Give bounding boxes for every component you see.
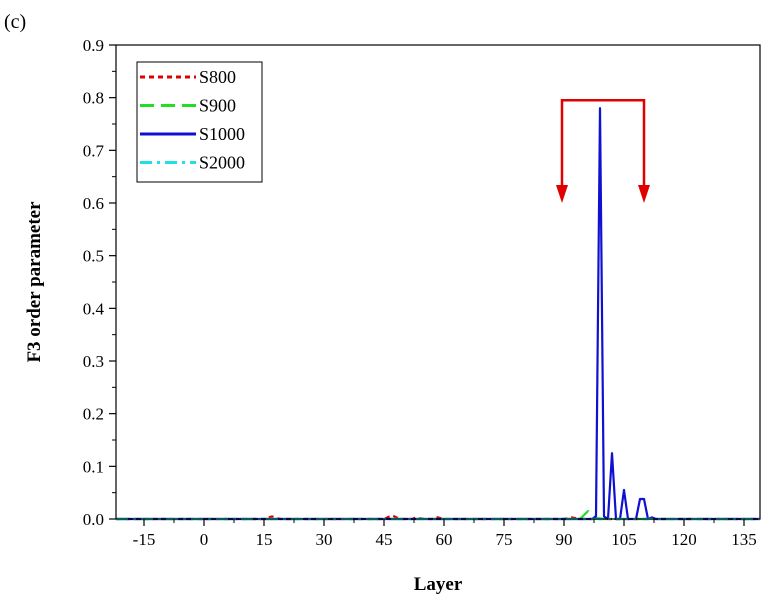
annotation-arrow-right xyxy=(638,185,650,203)
x-tick-label: 135 xyxy=(731,530,757,549)
x-tick-label: 120 xyxy=(671,530,697,549)
annotation-bracket xyxy=(560,99,646,187)
x-axis-title: Layer xyxy=(414,574,463,595)
x-tick-label: 15 xyxy=(256,530,273,549)
x-tick-label: 90 xyxy=(556,530,573,549)
y-axis: 0.0 0.1 0.2 0.3 0.4 0.5 0.6 0.7 0.8 0.9 xyxy=(83,36,116,529)
y-tick-label: 0.6 xyxy=(83,194,104,213)
x-tick-label: 0 xyxy=(200,530,209,549)
y-tick-label: 0.2 xyxy=(83,405,104,424)
y-tick-label: 0.4 xyxy=(83,299,105,318)
y-tick-label: 0.0 xyxy=(83,510,104,529)
y-tick-label: 0.8 xyxy=(83,89,104,108)
y-tick-label: 0.1 xyxy=(83,457,104,476)
x-axis: -15 0 15 30 45 60 75 90 105 120 135 xyxy=(133,519,757,549)
x-tick-label: 60 xyxy=(436,530,453,549)
y-tick-label: 0.5 xyxy=(83,247,104,266)
y-axis-title: F3 order parameter xyxy=(24,201,45,363)
annotation-arrows xyxy=(556,99,650,203)
panel-label: (c) xyxy=(4,11,26,33)
y-tick-label: 0.3 xyxy=(83,352,104,371)
legend: S800 S900 S1000 S2000 xyxy=(136,61,263,183)
x-tick-label: 45 xyxy=(376,530,393,549)
x-tick-label: 75 xyxy=(496,530,513,549)
x-tick-label: 105 xyxy=(611,530,637,549)
legend-label-s800: S800 xyxy=(199,67,236,87)
x-tick-label: 30 xyxy=(316,530,333,549)
y-tick-label: 0.9 xyxy=(83,36,104,55)
annotation-arrow-left xyxy=(556,185,568,203)
x-tick-label: -15 xyxy=(133,530,156,549)
y-tick-label: 0.7 xyxy=(83,141,105,160)
legend-label-s2000: S2000 xyxy=(199,153,245,173)
legend-label-s900: S900 xyxy=(199,96,236,116)
legend-label-s1000: S1000 xyxy=(199,124,245,144)
